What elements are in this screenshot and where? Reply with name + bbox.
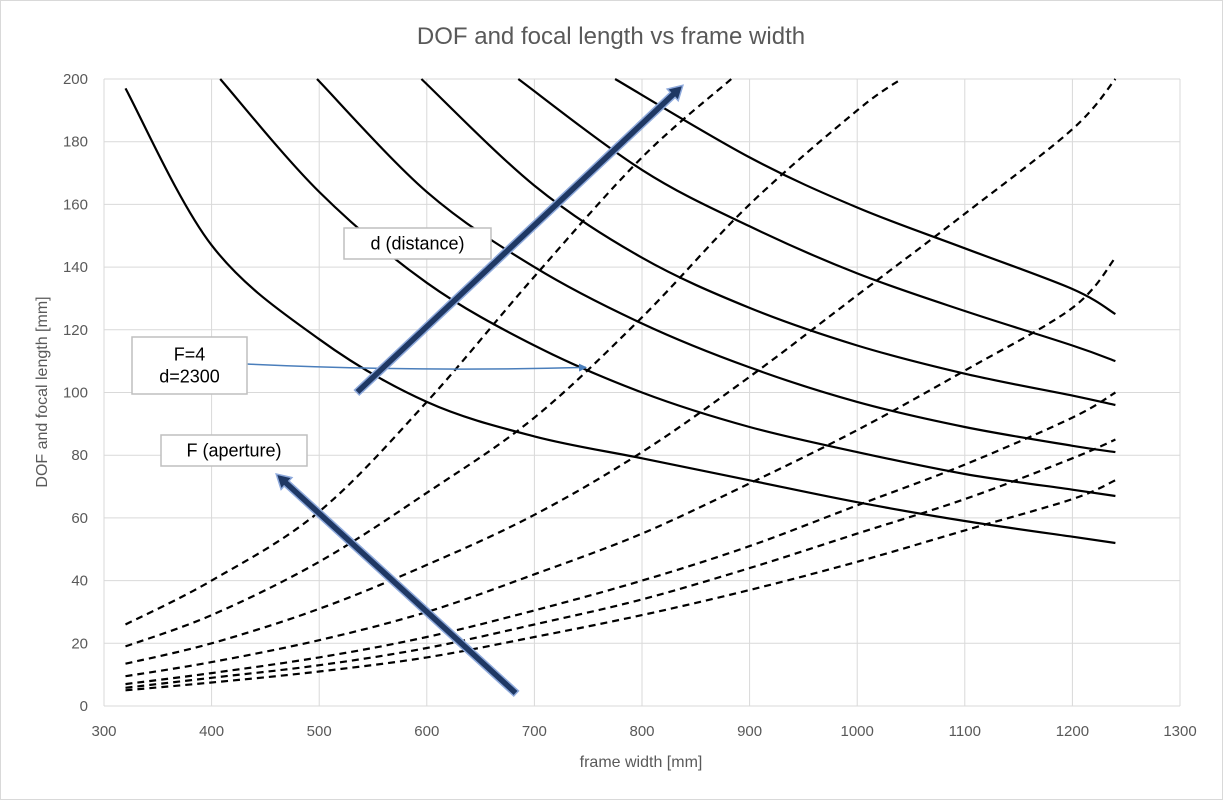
x-tick-label: 1200 — [1056, 723, 1089, 740]
y-tick-label: 80 — [71, 447, 88, 464]
y-tick-label: 180 — [63, 134, 88, 151]
focal-length-line — [125, 78, 902, 648]
dof-line — [517, 78, 1116, 363]
dof-line — [614, 78, 1116, 316]
gridlines — [103, 78, 1181, 707]
y-tick-label: 0 — [80, 698, 88, 715]
x-tick-labels: 300 400 500 600 700 800 900 1000 1100 1200 1300 — [91, 723, 1196, 740]
annotation-text: F (aperture) — [186, 441, 281, 461]
x-axis-label: frame width [mm] — [580, 754, 703, 771]
annotation-f4-d2300: F=4d=2300 — [131, 336, 248, 395]
callout-arrow — [246, 363, 587, 372]
x-tick-label: 1100 — [949, 723, 981, 740]
y-tick-label: 60 — [71, 510, 88, 527]
dof-line — [124, 87, 1116, 545]
x-tick-label: 800 — [629, 723, 654, 740]
dof-line — [420, 78, 1116, 407]
aperture-arrow — [275, 472, 520, 698]
x-tick-label: 300 — [91, 723, 116, 740]
y-tick-label: 140 — [63, 259, 88, 276]
focal-length-line — [125, 479, 1116, 692]
x-tick-label: 1000 — [841, 723, 874, 740]
distance-arrow — [353, 84, 684, 397]
y-tick-label: 20 — [71, 635, 88, 652]
annotation-text: d (distance) — [370, 234, 464, 254]
focal-length-line — [125, 256, 1117, 678]
x-tick-label: 1300 — [1163, 723, 1196, 740]
annotation-text: F=4 — [174, 345, 206, 365]
y-tick-label: 40 — [71, 573, 88, 590]
series-lines — [124, 78, 1117, 692]
y-tick-labels: 0 20 40 60 80 100 120 140 160 180 200 — [63, 71, 88, 715]
x-tick-label: 500 — [307, 723, 332, 740]
annotation-distance: d (distance) — [343, 227, 492, 260]
annotations: d (distance) F=4d=2300 F (aperture) — [131, 84, 684, 698]
annotation-box — [160, 434, 308, 467]
x-tick-label: 900 — [737, 723, 762, 740]
focal-length-line — [125, 78, 733, 626]
dof-line — [219, 78, 1116, 498]
y-tick-label: 160 — [63, 196, 88, 213]
chart-title: DOF and focal length vs frame width — [417, 23, 805, 50]
annotation-text: d=2300 — [159, 367, 220, 387]
annotation-box — [343, 227, 492, 260]
y-tick-label: 200 — [63, 71, 88, 88]
focal-length-line — [125, 78, 1117, 665]
dof-line — [316, 78, 1116, 454]
annotation-aperture: F (aperture) — [160, 434, 308, 467]
y-axis-label: DOF and focal length [mm] — [34, 296, 51, 487]
y-tick-label: 120 — [63, 322, 88, 339]
x-tick-label: 600 — [414, 723, 439, 740]
y-tick-label: 100 — [63, 385, 88, 402]
annotation-box — [131, 336, 248, 395]
x-tick-label: 400 — [199, 723, 224, 740]
focal-length-line — [125, 391, 1116, 686]
x-tick-label: 700 — [522, 723, 547, 740]
